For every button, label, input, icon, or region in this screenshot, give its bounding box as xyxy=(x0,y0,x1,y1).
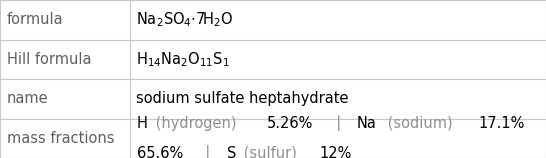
Text: (sulfur): (sulfur) xyxy=(239,146,301,158)
Text: (sodium): (sodium) xyxy=(383,116,457,131)
Text: |: | xyxy=(327,115,350,131)
Text: 17.1%: 17.1% xyxy=(478,116,525,131)
Text: |: | xyxy=(196,145,219,158)
Text: S: S xyxy=(227,146,236,158)
Text: name: name xyxy=(7,91,48,106)
Text: 12%: 12% xyxy=(319,146,352,158)
Text: formula: formula xyxy=(7,12,63,27)
Text: 65.6%: 65.6% xyxy=(136,146,183,158)
Text: (hydrogen): (hydrogen) xyxy=(151,116,241,131)
Text: 5.26%: 5.26% xyxy=(267,116,313,131)
Text: H$_{14}$Na$_2$O$_{11}$S$_1$: H$_{14}$Na$_2$O$_{11}$S$_1$ xyxy=(136,50,230,69)
Text: Na: Na xyxy=(357,116,377,131)
Text: Na$_2$SO$_4$$\cdot$7H$_2$O: Na$_2$SO$_4$$\cdot$7H$_2$O xyxy=(136,10,234,29)
Text: |: | xyxy=(538,115,546,131)
Text: H: H xyxy=(136,116,147,131)
Text: mass fractions: mass fractions xyxy=(7,131,114,146)
Text: Hill formula: Hill formula xyxy=(7,52,91,67)
Text: sodium sulfate heptahydrate: sodium sulfate heptahydrate xyxy=(136,91,349,106)
